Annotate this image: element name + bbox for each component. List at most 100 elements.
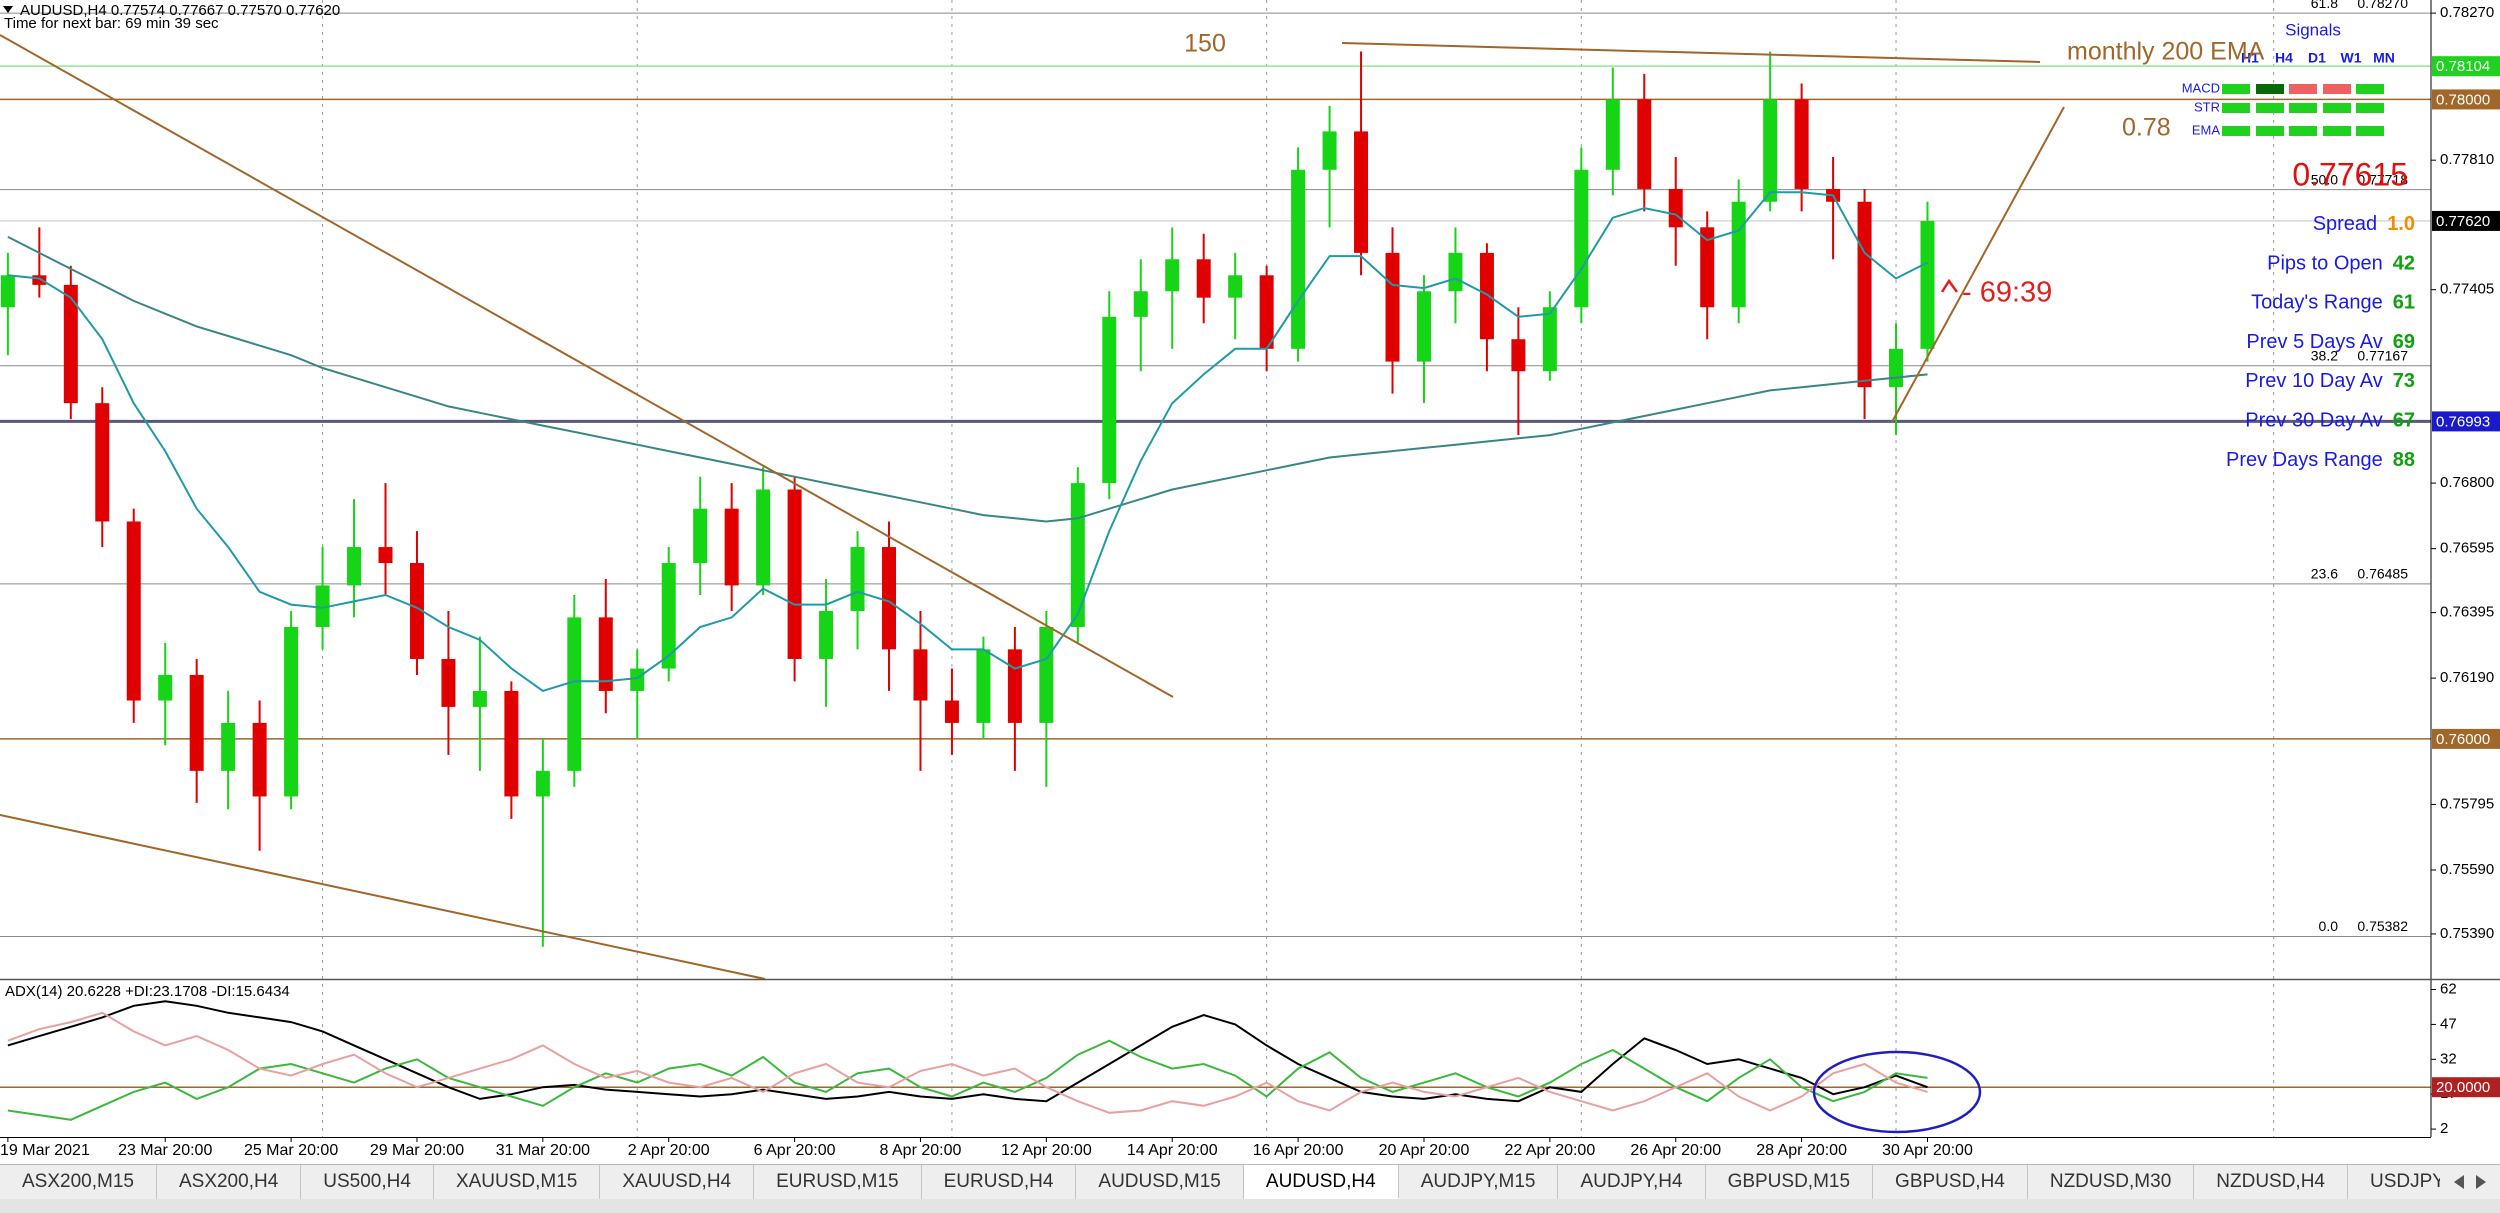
candle-body xyxy=(441,658,456,707)
price-marker-label: 0.77620 xyxy=(2436,213,2490,230)
info-label: Prev Days Range xyxy=(2226,449,2383,471)
tab[interactable]: ASX200,H4 xyxy=(157,1165,302,1199)
candle-body xyxy=(409,563,424,659)
x-tick-label: 29 Mar 20:00 xyxy=(370,1142,464,1159)
signals-title: Signals xyxy=(2285,20,2341,39)
scroll-left[interactable] xyxy=(2454,1175,2464,1189)
front-layer: 19 Mar 2021 23 Mar 20:00 25 Mar 20:00 29 Ma… xyxy=(0,50,2500,1159)
info-label: Prev 30 Day Av xyxy=(2245,410,2382,432)
price-marker xyxy=(2432,728,2500,749)
x-tick-label: 19 Mar 2021 xyxy=(0,1142,90,1159)
info-label: Spread xyxy=(2313,213,2378,235)
series-line xyxy=(7,1039,1928,1121)
x-tick-label: 12 Apr 20:00 xyxy=(1001,1142,1092,1159)
y-tick-label: 0.76595 xyxy=(2440,540,2494,557)
countdown: - 69:39 xyxy=(1962,277,2052,309)
candle-body xyxy=(787,489,802,659)
candle-body xyxy=(347,547,362,586)
candle-body xyxy=(284,626,299,797)
candle-body xyxy=(535,770,550,797)
y-tick-label: 0.77810 xyxy=(2440,151,2494,168)
info-row: Prev Days Range 88 xyxy=(2226,449,2415,471)
signal-box xyxy=(2256,84,2284,94)
tab[interactable]: EURUSD,M15 xyxy=(754,1165,922,1199)
candle-body xyxy=(504,690,519,797)
signal-column: H4 xyxy=(2275,50,2293,66)
price-marker-label: 0.78104 xyxy=(2436,58,2490,75)
y-tick-label: 32 xyxy=(2440,1050,2457,1067)
candle-body xyxy=(1007,649,1022,723)
tab[interactable]: EURUSD,H4 xyxy=(922,1165,1077,1199)
info-label: Prev 5 Days Av xyxy=(2246,331,2382,353)
x-tick-label: 31 Mar 20:00 xyxy=(496,1142,590,1159)
tab-bar: ASX200,M15 ASX200,H4 US500,H4 XAUUSD,M15 XAU… xyxy=(0,1164,2440,1199)
price-marker xyxy=(2432,89,2500,110)
tab[interactable]: XAUUSD,M15 xyxy=(434,1165,601,1199)
candle-body xyxy=(1416,291,1431,362)
annotation: 0.78 xyxy=(2122,114,2171,142)
candle-body xyxy=(158,674,173,701)
candle-body xyxy=(1448,252,1463,292)
signal-column: W1 xyxy=(2341,50,2362,66)
candle-body xyxy=(378,547,393,564)
tab[interactable]: XAUUSD,H4 xyxy=(600,1165,755,1199)
scroll-right[interactable] xyxy=(2476,1175,2486,1189)
candle-body xyxy=(1385,252,1400,362)
info-value: 61 xyxy=(2393,292,2415,314)
y-tick-label: 2 xyxy=(2440,1120,2448,1137)
candle-body xyxy=(1574,169,1589,308)
x-tick-label: 25 Mar 20:00 xyxy=(244,1142,338,1159)
x-tick-label: 2 Apr 20:00 xyxy=(628,1142,710,1159)
tab[interactable]: USDJPY,M15 xyxy=(2348,1165,2440,1199)
candle-body xyxy=(944,700,959,723)
tab[interactable]: AUDJPY,H4 xyxy=(1558,1165,1706,1199)
signal-column: MN xyxy=(2373,50,2395,66)
tab[interactable]: GBPUSD,H4 xyxy=(1873,1165,2028,1199)
series-line xyxy=(7,236,1928,523)
signal-column: D1 xyxy=(2308,50,2326,66)
highlight-ellipse xyxy=(1812,1050,1982,1134)
x-tick-label: 23 Mar 20:00 xyxy=(118,1142,212,1159)
trendline xyxy=(0,814,766,980)
signal-row-label: MACD xyxy=(2182,80,2220,95)
info-label: Pips to Open xyxy=(2267,253,2383,275)
tab[interactable]: ASX200,M15 xyxy=(0,1165,157,1199)
tab[interactable]: GBPUSD,M15 xyxy=(1706,1165,1874,1199)
x-tick-label: 8 Apr 20:00 xyxy=(880,1142,962,1159)
signal-box xyxy=(2323,103,2351,113)
chart-subtitle: Time for next bar: 69 min 39 sec xyxy=(4,15,219,32)
tab[interactable]: US500,H4 xyxy=(301,1165,434,1199)
info-label: Prev 10 Day Av xyxy=(2245,370,2382,392)
candle-body xyxy=(221,722,236,771)
info-row: Pips to Open 42 xyxy=(2267,253,2415,275)
candle-body xyxy=(95,403,110,522)
info-label: Today's Range xyxy=(2251,292,2383,314)
series-line xyxy=(7,191,1928,693)
trendline xyxy=(1341,42,2041,63)
candle-body xyxy=(1354,131,1369,253)
tab[interactable]: NZDUSD,M30 xyxy=(2028,1165,2195,1199)
fib-ratio: 50.0 xyxy=(2311,171,2338,187)
tab[interactable]: AUDUSD,M15 xyxy=(1076,1165,1244,1199)
candle-body xyxy=(976,649,991,723)
info-value: 67 xyxy=(2393,410,2415,432)
y-tick-label: 0.77405 xyxy=(2440,281,2494,298)
tab[interactable]: AUDUSD,H4 xyxy=(1243,1165,1399,1199)
info-value: 73 xyxy=(2393,370,2415,392)
series-line xyxy=(7,1000,1928,1103)
tab-scroll xyxy=(2440,1164,2500,1199)
candle-body xyxy=(1228,275,1243,298)
y-tick-label: 0.78270 xyxy=(2440,4,2494,21)
tab[interactable]: NZDUSD,H4 xyxy=(2194,1165,2348,1199)
candle-body xyxy=(1511,339,1526,372)
tab[interactable]: AUDJPY,M15 xyxy=(1399,1165,1559,1199)
price-marker-label: 0.78000 xyxy=(2436,91,2490,108)
candle-body xyxy=(1542,307,1557,372)
price-marker xyxy=(2432,411,2500,432)
fib-price: 0.77167 xyxy=(2357,347,2408,363)
menu-icon[interactable] xyxy=(3,6,13,13)
candle-body xyxy=(1668,188,1683,228)
candle-body xyxy=(315,585,330,627)
info-row: Spread 1.0 xyxy=(2313,213,2415,235)
